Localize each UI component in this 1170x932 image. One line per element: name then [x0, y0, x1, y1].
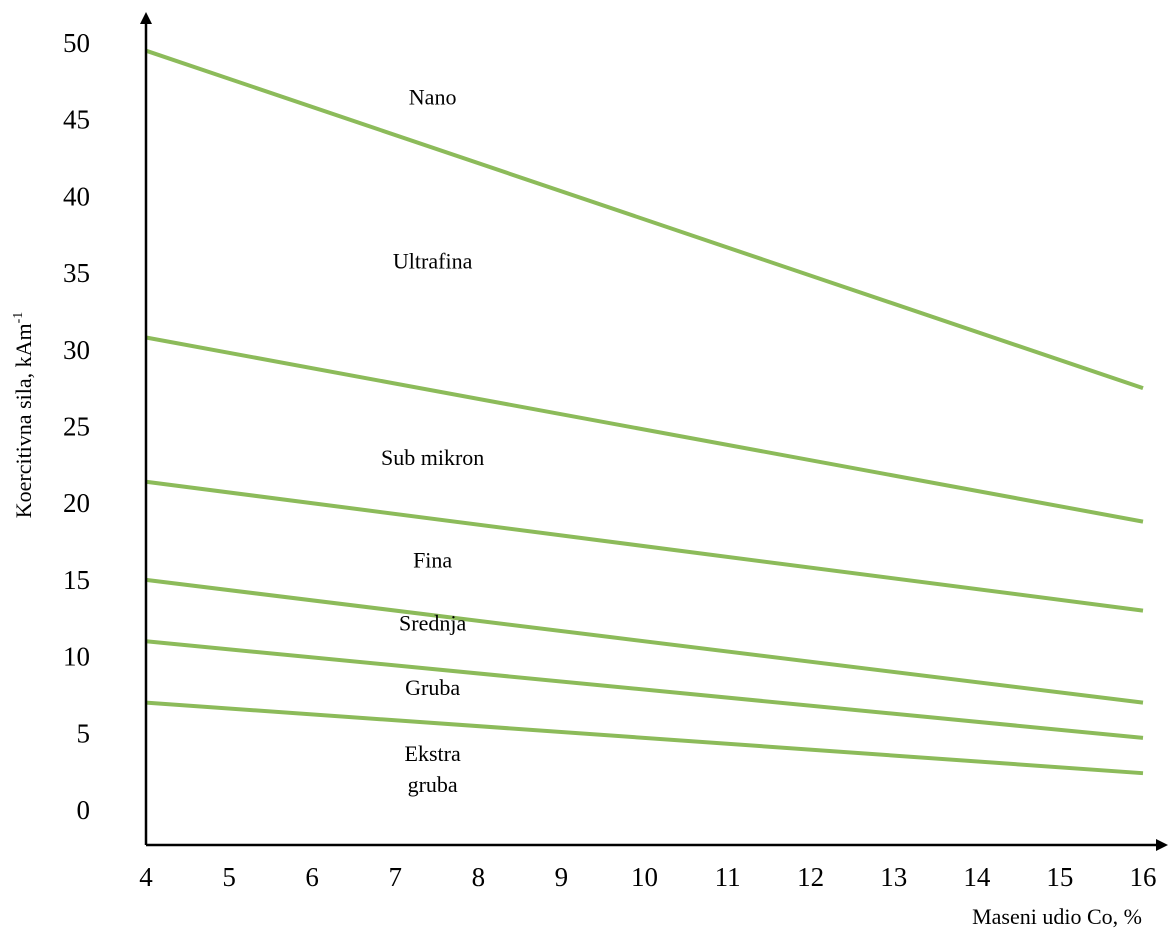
y-tick-label: 20 — [63, 488, 90, 518]
region-label-line: Nano — [409, 84, 457, 109]
y-tick-label: 35 — [63, 258, 90, 288]
x-tick-label: 16 — [1130, 862, 1157, 892]
series-line-5 — [145, 639, 1144, 740]
region-label: Sub mikron — [381, 445, 484, 470]
series-lines — [145, 48, 1144, 776]
y-tick-label: 50 — [63, 28, 90, 58]
y-tick-label: 25 — [63, 412, 90, 442]
region-label: Ultrafina — [393, 248, 473, 273]
x-tick-label: 5 — [222, 862, 236, 892]
region-label-line: gruba — [408, 772, 458, 797]
x-tick-label: 7 — [389, 862, 403, 892]
region-label: Srednja — [399, 611, 466, 636]
y-tick-label: 15 — [63, 565, 90, 595]
y-tick-label: 5 — [77, 718, 91, 748]
y-tick-label: 30 — [63, 335, 90, 365]
x-tick-label: 15 — [1046, 862, 1073, 892]
series-line-2 — [145, 335, 1144, 524]
x-tick-label: 13 — [880, 862, 907, 892]
region-label: Nano — [409, 84, 457, 109]
x-tick-label: 12 — [797, 862, 824, 892]
region-label-line: Ultrafina — [393, 248, 473, 273]
series-line-1 — [145, 48, 1144, 391]
region-label-line: Fina — [413, 548, 452, 573]
x-axis-arrow-icon — [1156, 839, 1168, 851]
region-label: Gruba — [405, 675, 460, 700]
region-label: Ekstra gruba — [405, 741, 461, 797]
region-label: Fina — [413, 548, 452, 573]
x-tick-label: 8 — [472, 862, 486, 892]
x-tick-label: 10 — [631, 862, 658, 892]
region-label-line: Sub mikron — [381, 445, 484, 470]
region-labels: Nano Ultrafina Sub mikron Fina Srednja Gruba E… — [381, 84, 484, 797]
region-label-line: Gruba — [405, 675, 460, 700]
series-line-3 — [145, 479, 1144, 613]
y-axis-title: Koercitivna sila, kAm-1 — [11, 312, 36, 519]
x-tick-label: 14 — [963, 862, 991, 892]
x-axis-title: Maseni udio Co, % — [972, 904, 1142, 929]
y-axis-title-main: Koercitivna sila, kAm — [11, 323, 36, 518]
x-tick-label: 4 — [139, 862, 153, 892]
x-tick-label: 9 — [555, 862, 569, 892]
y-tick-label: 45 — [63, 105, 90, 135]
axes — [140, 12, 1168, 851]
y-tick-label: 40 — [63, 181, 90, 211]
x-tick-label: 6 — [305, 862, 319, 892]
series-line-6 — [145, 700, 1144, 776]
y-axis-title-superscript: -1 — [11, 312, 26, 324]
y-tick-label: 0 — [77, 795, 91, 825]
x-tick-label: 11 — [715, 862, 741, 892]
y-tick-label: 10 — [63, 642, 90, 672]
series-line-4 — [145, 577, 1144, 705]
y-axis-arrow-icon — [140, 12, 152, 24]
region-label-line: Ekstra — [405, 741, 461, 766]
region-label-line: Srednja — [399, 611, 466, 636]
